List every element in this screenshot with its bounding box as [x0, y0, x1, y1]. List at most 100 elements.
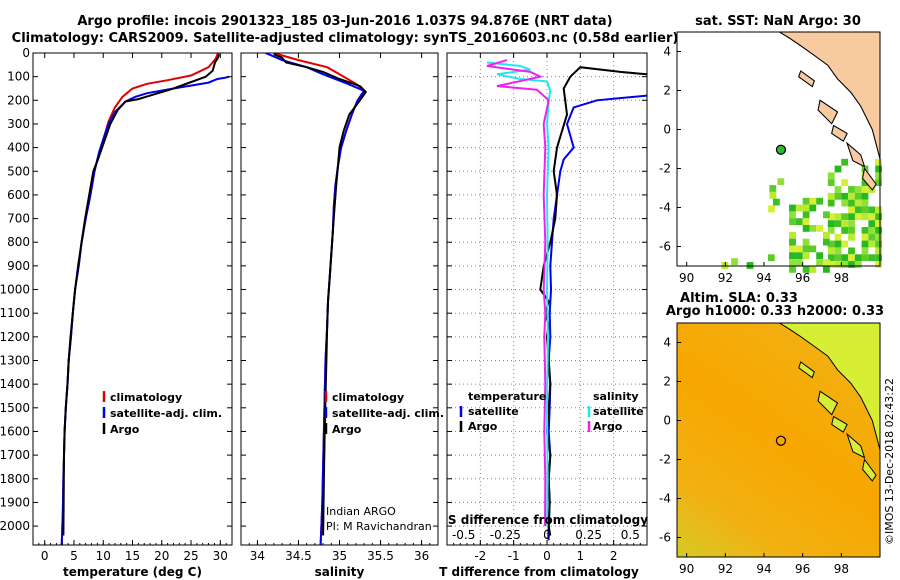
legend-left-label-1: Argo: [468, 420, 498, 433]
map-x-tick-label: 94: [756, 271, 771, 285]
sst-patch: [809, 266, 817, 273]
sst-patch: [841, 227, 849, 234]
sla-land-island-3: [846, 432, 866, 459]
sst-patch: [789, 266, 796, 273]
sst-patch: [795, 259, 803, 266]
sst-patch: [848, 199, 855, 207]
sst-patch: [841, 213, 849, 221]
sst-land-top-island-3: [846, 141, 866, 168]
legend-right-label-1: Argo: [593, 420, 623, 433]
y-tick-label: 1700: [0, 448, 30, 462]
sst-patch: [861, 213, 869, 221]
y-tick-label: 1600: [0, 424, 30, 438]
sst-patch: [823, 238, 830, 246]
x-tick-label: 35: [332, 549, 347, 563]
map-x-tick-label: 92: [718, 562, 733, 576]
map-y-tick-label: 2: [663, 84, 671, 98]
sst-patch: [777, 178, 785, 186]
sst-patch: [875, 206, 882, 214]
sst-patch: [848, 213, 855, 221]
sst-patch: [854, 199, 862, 207]
sst-patch: [827, 227, 835, 234]
map-y-tick-label: 2: [663, 375, 671, 389]
series-line-t-satellite: [547, 94, 647, 541]
map-y-tick-label: -4: [659, 201, 671, 215]
sst-patch: [816, 259, 823, 266]
sst-patch: [767, 254, 775, 262]
y-tick-label: 1000: [0, 283, 30, 297]
x-tick-label: 0: [543, 549, 551, 563]
x-tick-label: 1: [577, 549, 585, 563]
sst-patch: [827, 172, 835, 180]
sst-patch: [841, 261, 849, 268]
sst-patch: [802, 197, 810, 205]
map-x-tick-label: 90: [679, 271, 694, 285]
sst-patch: [834, 186, 842, 193]
sst-patch: [731, 258, 738, 265]
legend-left-label-0: satellite: [468, 405, 519, 418]
map-frame: [676, 31, 881, 267]
sst-patch: [789, 218, 796, 225]
legend-right-title: salinity: [593, 390, 639, 403]
sst-patch: [827, 199, 835, 207]
sst-patch: [769, 191, 777, 199]
sst-patch: [795, 218, 803, 225]
sst-patch: [802, 218, 810, 225]
sst-patch: [795, 252, 803, 260]
sst-patch: [875, 240, 882, 248]
sst-patch: [861, 233, 869, 241]
sst-patch: [823, 211, 830, 219]
sst-patch: [841, 179, 849, 186]
sst-patch: [802, 204, 810, 212]
sst-patch: [802, 252, 810, 260]
map-y-tick-label: -4: [659, 492, 671, 506]
imos-stamp: ©IMOS 13-Dec-2018 02:43:22: [883, 378, 896, 545]
sst-patch: [773, 198, 780, 206]
sst-map: 90 92 94 96 98 -6 -4 -2 0 2 4: [659, 31, 882, 285]
map-x-tick-label: 90: [679, 562, 694, 576]
sst-patch: [795, 204, 803, 212]
temperature-panel: 0 5 10 15 20 25 300100200300400500600700800900…: [0, 46, 233, 579]
sst-patch: [854, 213, 862, 221]
y-tick-label: 600: [7, 188, 30, 202]
sst-patch: [795, 245, 803, 253]
sst-patch: [848, 206, 855, 214]
sst-patch: [848, 233, 855, 241]
series-line-climatology: [60, 53, 219, 545]
sst-patch: [768, 205, 775, 213]
series-line-argo: [273, 53, 368, 536]
map-y-tick-label: -2: [659, 162, 671, 176]
argo-position-marker: [775, 435, 787, 446]
sst-patch: [827, 247, 835, 255]
sst-patch: [841, 254, 849, 262]
legend-label-1: satellite-adj. clim.: [332, 407, 444, 420]
x-tick-label: 34: [250, 549, 265, 563]
x-tick-label: 2: [610, 549, 618, 563]
x-tick-label: 0: [41, 549, 49, 563]
y-tick-label: 1900: [0, 495, 30, 509]
panel-frame: [240, 52, 439, 546]
sst-patch: [827, 261, 835, 268]
sst-patch: [789, 204, 796, 212]
sst-patch: [823, 231, 830, 239]
y-tick-label: 0: [22, 46, 30, 60]
x-tick-label: 5: [70, 549, 78, 563]
legend-label-0: climatology: [332, 391, 404, 404]
top-tick-label: -0.25: [490, 528, 521, 542]
sst-patch: [848, 254, 855, 262]
sla-map-subtitle: Argo h1000: 0.33 h2000: 0.33: [666, 304, 884, 319]
y-tick-label: 1200: [0, 330, 30, 344]
map-y-tick-label: 0: [663, 414, 671, 428]
sst-patch: [868, 233, 876, 241]
legend-label-2: Argo: [110, 423, 140, 436]
sst-patch: [809, 204, 817, 212]
sst-patch: [861, 192, 869, 200]
sst-patch: [868, 254, 876, 262]
sst-patch: [823, 266, 830, 273]
map-y-tick-label: -6: [659, 531, 671, 545]
x-tick-label: 34.5: [285, 549, 312, 563]
sst-patch: [875, 165, 882, 173]
title-line-1: Argo profile: incois 2901323_185 03-Jun-…: [77, 14, 612, 29]
top-tick-label: -0.5: [452, 528, 475, 542]
